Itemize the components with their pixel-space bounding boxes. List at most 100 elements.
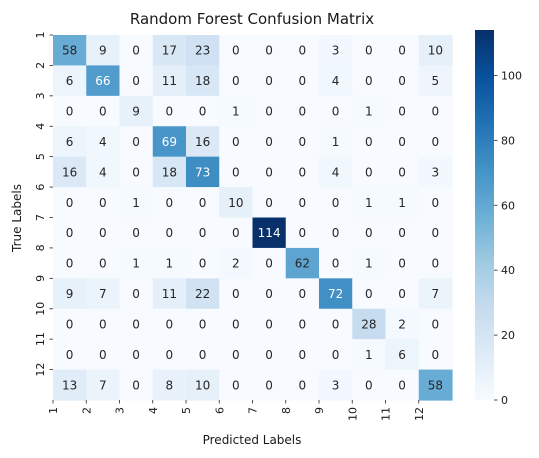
- heatmap-cell: [219, 126, 254, 158]
- heatmap-cell: [352, 247, 387, 279]
- cell-value-label: 1: [166, 257, 174, 271]
- cell-value-label: 0: [132, 378, 140, 392]
- cell-value-label: 0: [66, 105, 74, 119]
- cell-value-label: 0: [232, 348, 240, 362]
- heatmap-cell: [86, 308, 121, 340]
- cell-value-label: 73: [195, 165, 210, 179]
- heatmap-cell: [219, 187, 254, 219]
- cell-value-label: 4: [99, 135, 107, 149]
- heatmap-cell: [119, 278, 154, 310]
- cell-value-label: 9: [66, 287, 74, 301]
- cell-value-label: 0: [265, 44, 273, 58]
- heatmap-cell: [285, 35, 320, 67]
- cell-value-label: 0: [365, 44, 373, 58]
- cell-value-label: 0: [132, 317, 140, 331]
- y-tick-label: 10: [34, 302, 47, 316]
- cell-value-label: 9: [132, 105, 140, 119]
- cell-value-label: 0: [199, 348, 207, 362]
- cell-value-label: 0: [265, 257, 273, 271]
- heatmap-cell: [418, 65, 453, 97]
- heatmap-cell: [152, 308, 187, 340]
- y-axis-title: True Labels: [10, 184, 24, 253]
- heatmap-cell: [152, 65, 187, 97]
- cell-value-label: 4: [332, 165, 340, 179]
- cell-value-label: 0: [299, 105, 307, 119]
- cell-value-label: 0: [132, 74, 140, 88]
- heatmap-cell: [86, 187, 121, 219]
- heatmap-cell: [385, 308, 420, 340]
- cell-value-label: 2: [232, 257, 240, 271]
- heatmap-cell: [186, 35, 220, 67]
- cell-value-label: 0: [66, 348, 74, 362]
- heatmap-cell: [152, 156, 187, 188]
- cell-value-label: 1: [365, 257, 373, 271]
- heatmap-cell: [418, 369, 453, 401]
- cell-value-label: 0: [332, 348, 340, 362]
- cell-value-label: 0: [398, 257, 406, 271]
- cell-value-label: 18: [195, 74, 210, 88]
- cell-value-label: 0: [132, 287, 140, 301]
- heatmap-cell: [119, 217, 154, 249]
- cell-value-label: 0: [99, 257, 107, 271]
- heatmap-cell: [219, 308, 254, 340]
- cell-value-label: 69: [162, 135, 177, 149]
- cell-value-label: 28: [361, 317, 376, 331]
- cell-value-label: 0: [232, 226, 240, 240]
- heatmap-cell: [352, 126, 387, 158]
- cell-value-label: 0: [332, 257, 340, 271]
- cell-value-label: 0: [398, 74, 406, 88]
- cell-value-label: 7: [99, 287, 107, 301]
- cell-value-label: 0: [66, 257, 74, 271]
- heatmap-cell: [119, 247, 154, 279]
- cell-value-label: 10: [228, 196, 243, 210]
- cell-value-label: 0: [132, 44, 140, 58]
- heatmap-cell: [319, 217, 353, 249]
- cell-value-label: 0: [432, 348, 440, 362]
- cell-value-label: 0: [299, 348, 307, 362]
- cell-value-label: 0: [132, 165, 140, 179]
- heatmap-cells: 58 9 0 17 23 0 0 0 3 0 0 106 66 0 11 18 0 0 0 4 0 0 50 0 9 0 0 1 0 0 0…: [53, 35, 453, 401]
- heatmap-cell: [252, 278, 287, 310]
- cell-value-label: 9: [99, 44, 107, 58]
- heatmap-cell: [252, 308, 287, 340]
- y-tick-label: 5: [34, 153, 47, 160]
- colorbar-tick-label: 20: [501, 329, 515, 342]
- heatmap-cell: [53, 35, 87, 67]
- heatmap-cell: [385, 247, 420, 279]
- heatmap-cell: [285, 369, 320, 401]
- cell-value-label: 1: [132, 257, 140, 271]
- heatmap-cell: [252, 247, 287, 279]
- cell-value-label: 0: [166, 196, 174, 210]
- cell-value-label: 1: [365, 105, 373, 119]
- cell-value-label: 3: [432, 165, 440, 179]
- cell-value-label: 0: [299, 287, 307, 301]
- cell-value-label: 0: [432, 317, 440, 331]
- cell-value-label: 0: [398, 44, 406, 58]
- cell-value-label: 0: [265, 317, 273, 331]
- cell-value-label: 0: [66, 226, 74, 240]
- heatmap-cell: [285, 247, 320, 279]
- heatmap-cell: [152, 278, 187, 310]
- heatmap-cell: [119, 35, 154, 67]
- heatmap-cell: [385, 156, 420, 188]
- cell-value-label: 0: [232, 317, 240, 331]
- heatmap-cell: [352, 35, 387, 67]
- cell-value-label: 0: [265, 196, 273, 210]
- heatmap-cell: [418, 278, 453, 310]
- heatmap-cell: [252, 156, 287, 188]
- cell-value-label: 0: [398, 287, 406, 301]
- cell-value-label: 6: [398, 348, 406, 362]
- heatmap-cell: [352, 187, 387, 219]
- colorbar-tick-label: 100: [501, 69, 522, 82]
- heatmap-cell: [352, 278, 387, 310]
- heatmap-cell: [319, 369, 353, 401]
- heatmap-cell: [86, 247, 121, 279]
- cell-value-label: 0: [432, 135, 440, 149]
- heatmap-cell: [385, 339, 420, 371]
- cell-value-label: 6: [66, 74, 74, 88]
- cell-value-label: 16: [195, 135, 210, 149]
- colorbar-gradient: [475, 30, 494, 400]
- heatmap-cell: [219, 339, 254, 371]
